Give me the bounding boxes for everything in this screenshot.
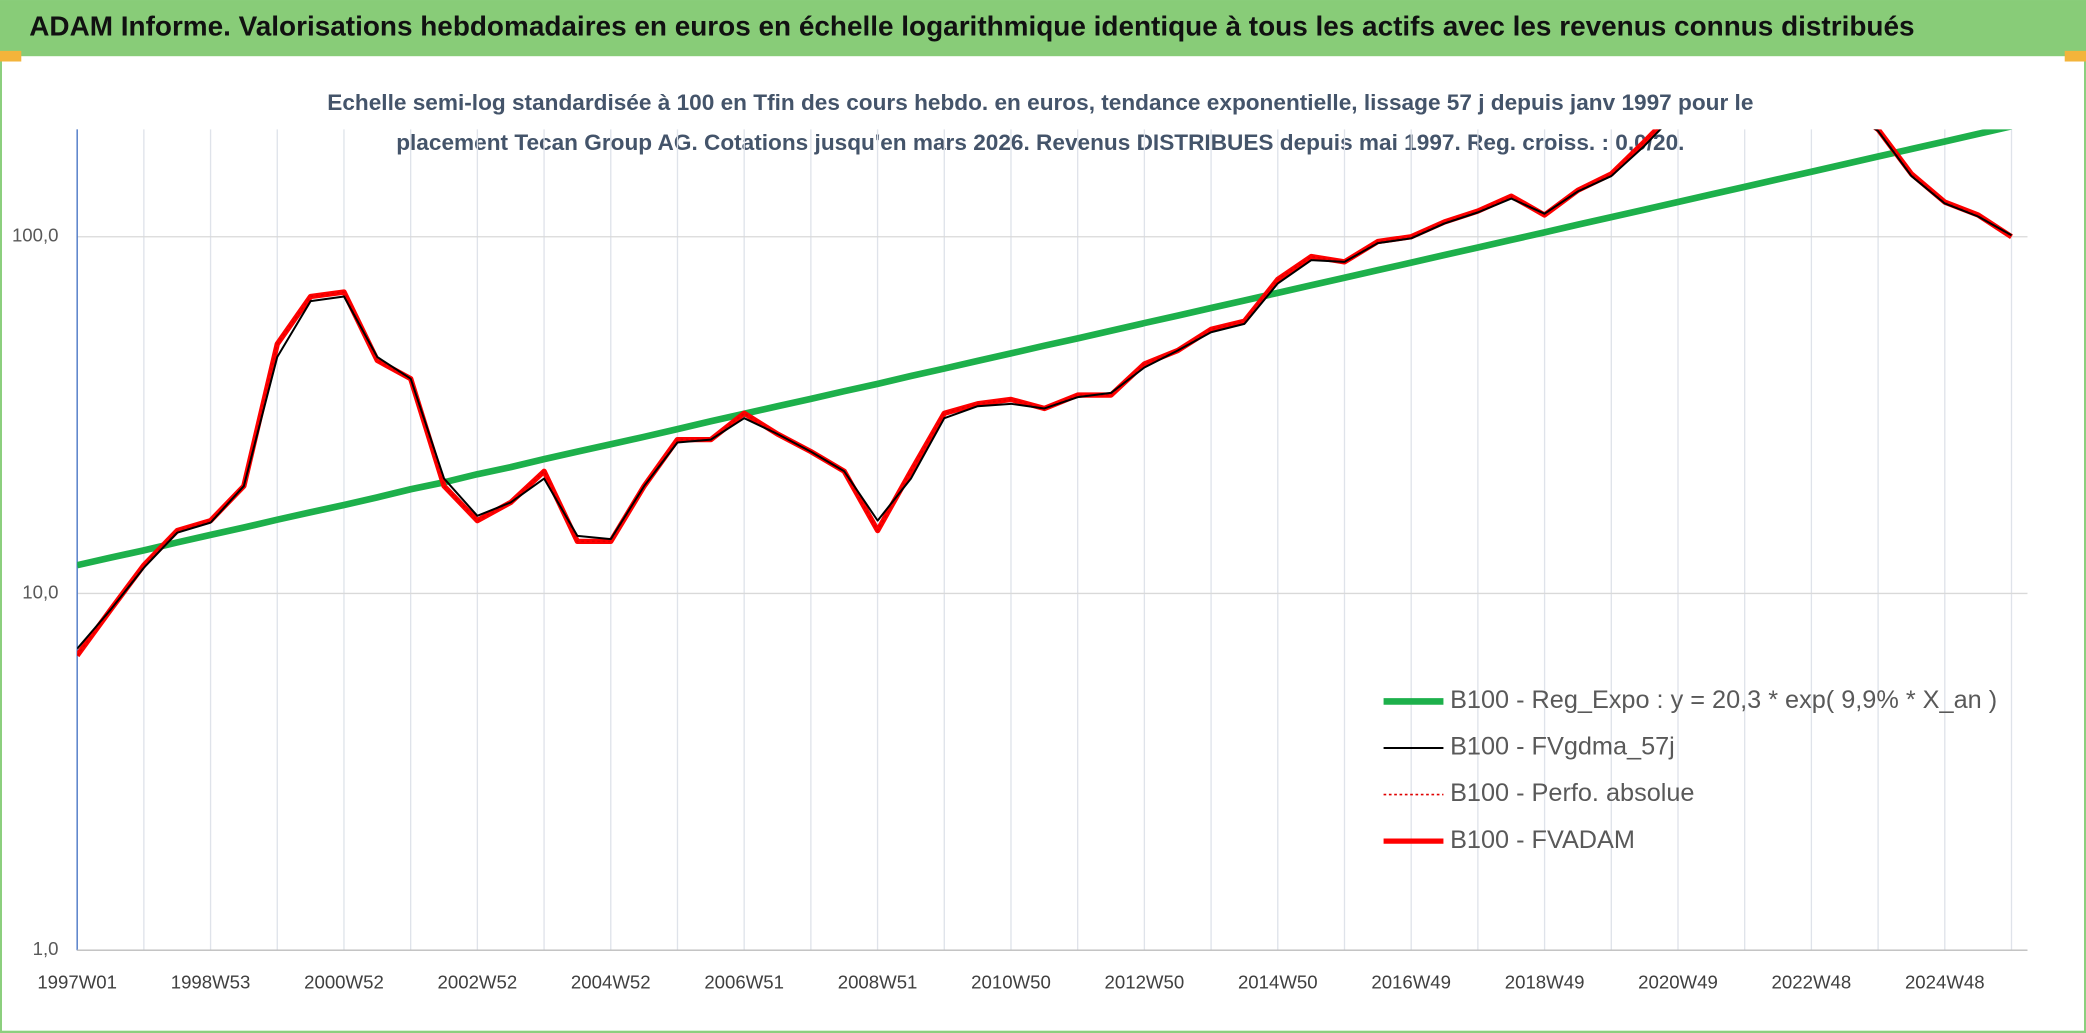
chart-title: ADAM Informe. Valorisations hebdomadaire… — [29, 11, 1914, 42]
x-tick-label: 2022W48 — [1772, 971, 1852, 992]
x-tick-label: 2012W50 — [1105, 971, 1185, 992]
subtitle: Echelle semi-log standardisée à 100 en T… — [327, 90, 1753, 115]
x-tick-label: 2024W48 — [1905, 971, 1985, 992]
x-tick-label: 2008W51 — [838, 971, 918, 992]
series-line — [77, 129, 2012, 650]
header-band — [0, 0, 2086, 57]
plot — [77, 129, 2013, 658]
legend-label: B100 - FVgdma_57j — [1450, 733, 1675, 761]
x-tick-label: 1997W01 — [37, 971, 117, 992]
x-tick-label: 2000W52 — [304, 971, 384, 992]
x-tick-label: 2014W50 — [1238, 971, 1318, 992]
x-tick-label: 2006W51 — [704, 971, 784, 992]
legend-label: B100 - Reg_Expo : y = 20,3 * exp( 9,9% *… — [1450, 686, 1997, 714]
x-tick-label: 2002W52 — [438, 971, 518, 992]
corner — [0, 50, 22, 62]
series-line — [77, 129, 2013, 569]
corner — [2064, 50, 2086, 62]
subtitle: placement Tecan Group AG. Cotations jusq… — [396, 130, 1684, 155]
x-tick-label: 1998W53 — [171, 971, 251, 992]
x-tick-label: 2010W50 — [971, 971, 1051, 992]
x-tick-label: 2016W49 — [1371, 971, 1451, 992]
y-tick-label: 1,0 — [33, 938, 59, 959]
x-tick-label: 2020W49 — [1638, 971, 1718, 992]
x-tick-label: 2018W49 — [1505, 971, 1585, 992]
legend-label: B100 - FVADAM — [1450, 826, 1635, 854]
x-tick-label: 2004W52 — [571, 971, 651, 992]
legend-label: B100 - Perfo. absolue — [1450, 779, 1694, 807]
y-tick-label: 100,0 — [12, 225, 59, 246]
y-tick-label: 10,0 — [22, 581, 58, 602]
